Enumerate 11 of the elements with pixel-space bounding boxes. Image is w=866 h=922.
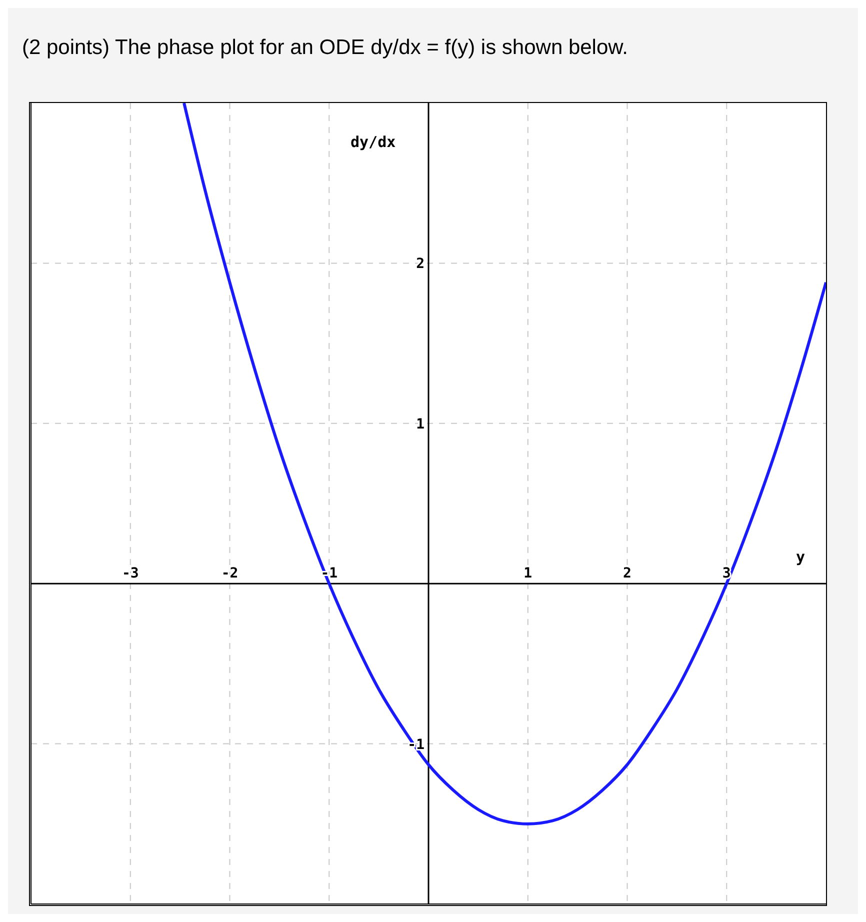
x-tick-label: -2	[221, 566, 238, 582]
line-series	[182, 103, 826, 826]
x-axis-title: y	[796, 548, 806, 566]
y-axis-title: dy/dx	[350, 133, 396, 151]
x-tick-label: 3	[722, 566, 731, 582]
y-tick-label: 2	[416, 256, 424, 272]
x-tick-label: -3	[122, 566, 139, 582]
y-tick-label: 1	[416, 416, 424, 432]
x-tick-label: 2	[623, 566, 632, 582]
x-tick-label: 1	[524, 566, 532, 582]
chart-title: (2 points) The phase plot for an ODE dy/dx = f(y) is shown below.	[22, 36, 628, 60]
